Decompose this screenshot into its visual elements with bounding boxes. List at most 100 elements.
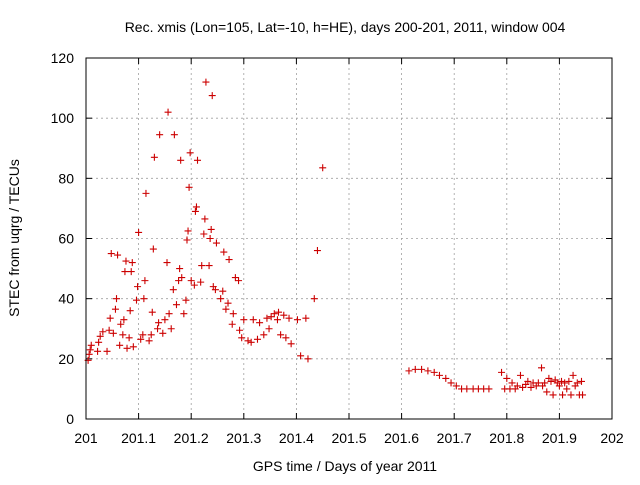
data-point (109, 329, 117, 337)
x-tick-label: 201.7 (437, 430, 472, 446)
x-tick-label: 201.5 (331, 430, 366, 446)
data-point (567, 391, 575, 399)
data-point (524, 377, 532, 385)
data-point (516, 371, 524, 379)
data-point (164, 108, 172, 116)
data-point (253, 335, 261, 343)
data-point (95, 338, 103, 346)
y-tick-label: 100 (51, 110, 75, 126)
data-point (86, 346, 94, 354)
data-point (229, 310, 237, 318)
data-point (579, 391, 587, 399)
data-point (145, 337, 153, 345)
data-point (519, 383, 527, 391)
data-point (161, 316, 169, 324)
data-point (435, 371, 443, 379)
data-point (194, 156, 202, 164)
data-point (452, 382, 460, 390)
data-point (549, 391, 557, 399)
data-point (169, 286, 177, 294)
y-tick-label: 120 (51, 50, 75, 66)
data-point (238, 334, 246, 342)
y-tick-label: 40 (58, 291, 74, 307)
data-point (302, 314, 310, 322)
data-point (126, 307, 134, 315)
data-point (263, 314, 271, 322)
x-tick-label: 201.4 (279, 430, 314, 446)
data-point (192, 203, 200, 211)
data-point (175, 277, 183, 285)
data-points (84, 78, 587, 399)
data-point (236, 326, 244, 334)
data-point (249, 316, 257, 324)
data-point (405, 367, 413, 375)
y-axis-label: STEC from uqrg / TECUs (6, 159, 22, 317)
data-point (270, 310, 278, 318)
data-point (277, 331, 285, 339)
data-point (111, 305, 119, 313)
data-point (163, 259, 171, 267)
data-point (424, 367, 432, 375)
data-point (485, 385, 493, 393)
data-point (135, 228, 143, 236)
data-point (107, 250, 115, 258)
y-tick-label: 60 (58, 231, 74, 247)
data-point (123, 344, 131, 352)
data-point (256, 319, 264, 327)
data-point (503, 374, 511, 382)
data-point (411, 365, 419, 373)
data-point (231, 274, 239, 282)
data-point (207, 225, 215, 233)
data-point (96, 332, 104, 340)
data-point (155, 319, 163, 327)
data-point (247, 338, 255, 346)
data-point (280, 311, 288, 319)
data-point (304, 355, 312, 363)
data-point (148, 308, 156, 316)
data-point (167, 325, 175, 333)
chart-title: Rec. xmis (Lon=105, Lat=-10, h=HE), days… (125, 19, 566, 35)
data-point (117, 320, 125, 328)
data-point (114, 251, 122, 259)
data-point (220, 248, 228, 256)
data-point (235, 277, 243, 285)
data-point (527, 383, 535, 391)
data-point (106, 314, 114, 322)
data-point (191, 207, 199, 215)
data-point (103, 347, 111, 355)
data-point (105, 326, 113, 334)
data-point (282, 334, 290, 342)
data-point (137, 335, 145, 343)
data-point (190, 281, 198, 289)
x-tick-label: 201.3 (226, 430, 261, 446)
data-point (116, 341, 124, 349)
plot-frame (85, 57, 613, 420)
data-point (129, 343, 137, 351)
data-point (121, 268, 129, 276)
data-point (170, 131, 178, 139)
data-point (297, 352, 305, 360)
data-point (186, 149, 194, 157)
data-point (225, 256, 233, 264)
data-point (211, 286, 219, 294)
data-point (463, 385, 471, 393)
data-point (140, 295, 148, 303)
data-point (184, 227, 192, 235)
data-point (219, 287, 227, 295)
data-point (125, 334, 133, 342)
x-axis-label: GPS time / Days of year 2011 (253, 458, 437, 474)
data-point (224, 299, 232, 307)
data-point (182, 296, 190, 304)
data-point (240, 316, 248, 324)
x-tick-label: 202 (600, 430, 624, 446)
data-point (577, 377, 585, 385)
data-point (178, 274, 186, 282)
data-point (275, 308, 283, 316)
data-point (293, 316, 301, 324)
y-tick-label: 0 (66, 411, 74, 427)
data-point (113, 295, 121, 303)
data-point (165, 310, 173, 318)
data-point (139, 331, 147, 339)
data-point (228, 320, 236, 328)
